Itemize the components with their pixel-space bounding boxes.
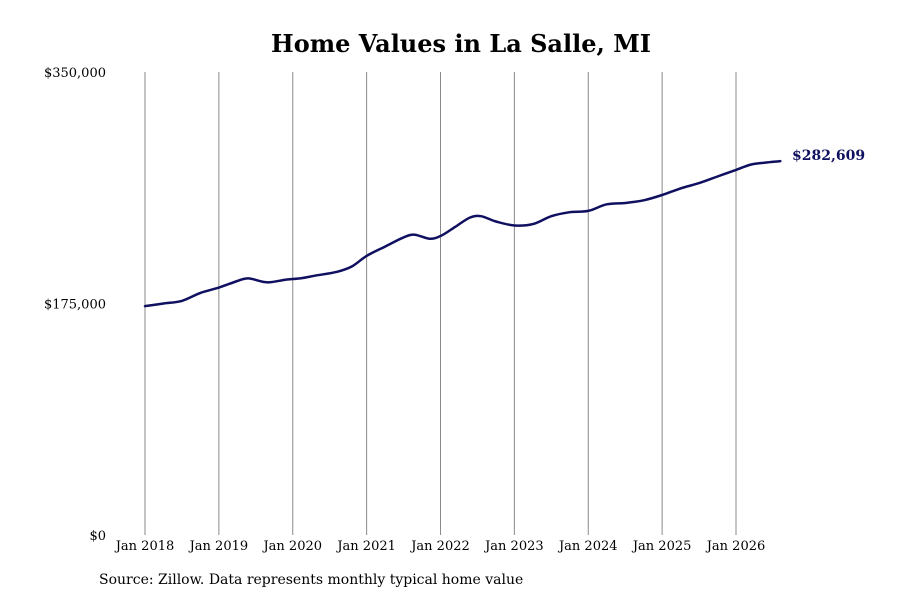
y-tick-label: $0 <box>89 529 106 544</box>
x-tick-label: Jan 2022 <box>409 539 470 554</box>
y-axis-labels: $0 $175,000 $350,000 <box>44 66 106 544</box>
x-axis-labels: Jan 2018 Jan 2019 Jan 2020 Jan 2021 Jan 2022… <box>114 539 766 554</box>
x-tick-label: Jan 2021 <box>335 539 396 554</box>
x-tick-label: Jan 2024 <box>557 539 618 554</box>
y-tick-label: $175,000 <box>44 298 106 313</box>
x-tick-label: Jan 2026 <box>705 539 766 554</box>
vertical-gridlines <box>144 72 737 535</box>
x-tick-label: Jan 2019 <box>188 539 249 554</box>
x-tick-label: Jan 2018 <box>114 539 175 554</box>
y-tick-label: $350,000 <box>44 66 106 81</box>
source-note: Source: Zillow. Data represents monthly … <box>99 572 524 588</box>
chart-title: Home Values in La Salle, MI <box>271 29 651 58</box>
x-tick-label: Jan 2020 <box>261 539 322 554</box>
end-value-label: $282,609 <box>792 148 865 164</box>
x-tick-label: Jan 2023 <box>483 539 544 554</box>
series-layer <box>143 159 782 308</box>
series-line-0 <box>143 159 782 308</box>
x-tick-label: Jan 2025 <box>631 539 692 554</box>
